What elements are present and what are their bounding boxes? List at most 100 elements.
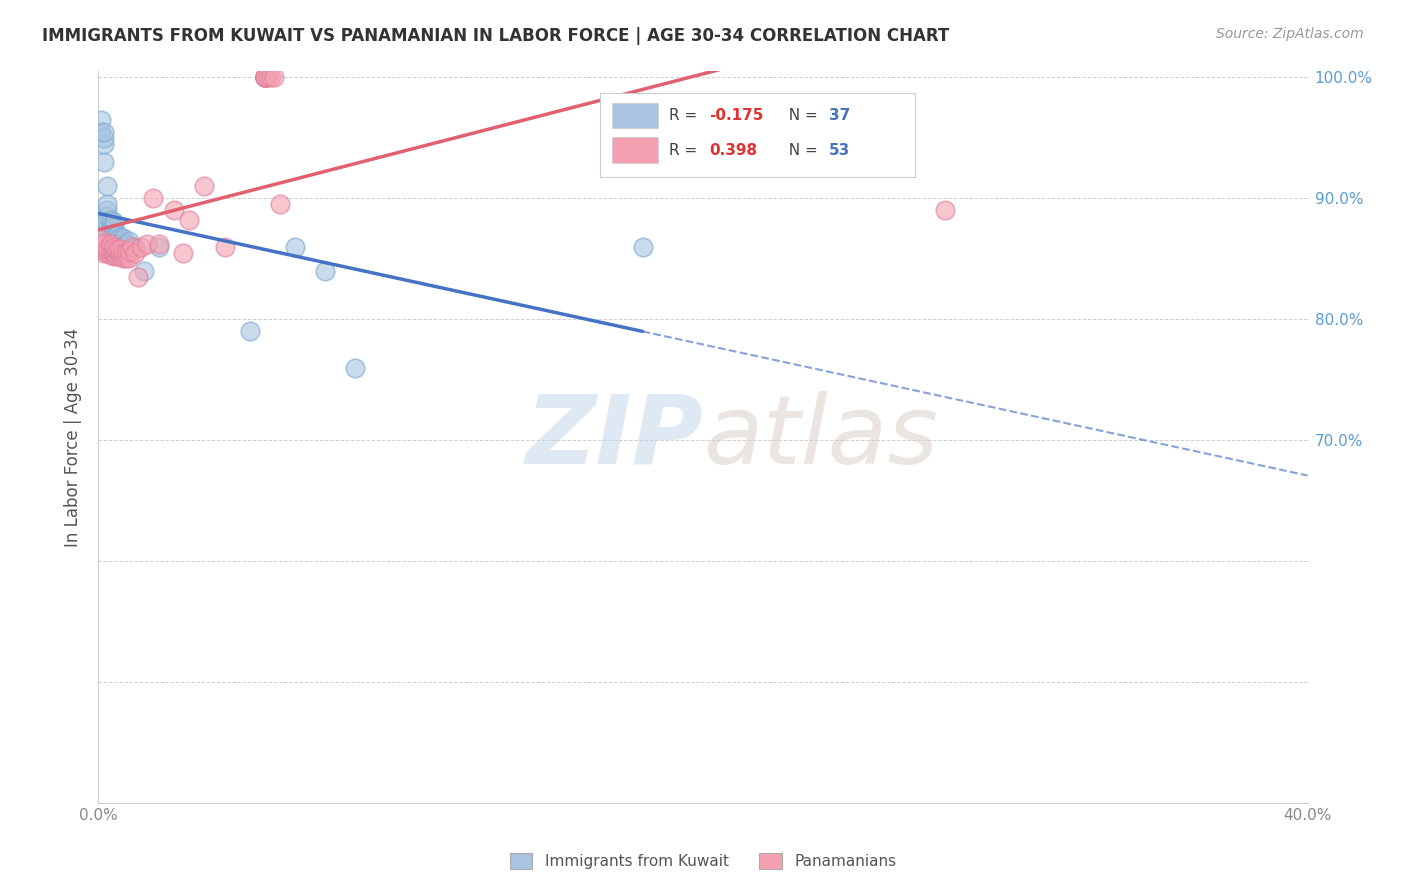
Point [172,245,194,260]
Point [105,244,128,259]
Point [118,234,141,248]
Point [108,245,131,260]
Point [263,70,285,85]
Point [90,125,112,139]
Point [269,197,291,211]
Point [103,230,125,244]
Point [253,70,276,85]
Point [105,227,128,242]
Y-axis label: In Labor Force | Age 30-34: In Labor Force | Age 30-34 [65,327,83,547]
Point [253,70,276,85]
Point [93,131,115,145]
Text: -0.175: -0.175 [709,108,763,123]
Point [100,218,122,232]
Point [121,240,143,254]
Point [93,125,115,139]
Point [193,179,215,194]
Bar [613,103,658,128]
Point [100,248,122,262]
Point [100,242,122,256]
Point [100,221,122,235]
Point [96,221,118,235]
Point [253,70,276,85]
Point [105,249,128,263]
Text: ZIP: ZIP [524,391,703,483]
Legend: Immigrants from Kuwait, Panamanians: Immigrants from Kuwait, Panamanians [503,847,903,875]
Point [214,240,236,254]
Point [253,70,276,85]
Point [142,191,165,205]
Point [129,240,152,254]
Point [124,241,146,255]
Point [103,240,125,254]
Text: R =: R = [669,143,702,158]
Point [253,70,276,85]
Text: 37: 37 [828,108,851,123]
Point [96,215,118,229]
Text: N =: N = [779,143,823,158]
Point [90,112,112,127]
Point [148,237,170,252]
Point [253,70,276,85]
Point [314,264,336,278]
Point [100,227,122,242]
Text: IMMIGRANTS FROM KUWAIT VS PANAMANIAN IN LABOR FORCE | AGE 30-34 CORRELATION CHAR: IMMIGRANTS FROM KUWAIT VS PANAMANIAN IN … [42,27,949,45]
Point [179,213,201,227]
Point [93,136,115,151]
Point [118,238,141,252]
Point [96,242,118,256]
Point [111,245,134,260]
Point [118,251,141,265]
Point [93,245,115,260]
Point [108,249,131,263]
Point [256,70,278,85]
FancyBboxPatch shape [600,94,915,178]
Point [253,70,276,85]
Point [631,240,654,254]
Point [103,242,125,256]
Text: 53: 53 [828,143,851,158]
Text: 0.398: 0.398 [709,143,758,158]
Point [118,244,141,259]
Point [96,197,118,211]
Point [108,235,131,249]
Point [96,210,118,224]
Point [148,240,170,254]
Point [90,242,112,256]
Point [108,230,131,244]
Point [90,232,112,246]
Point [103,220,125,235]
Point [103,249,125,263]
Point [108,242,131,256]
Point [127,269,149,284]
Point [124,245,146,260]
Point [111,235,134,250]
Point [103,225,125,239]
Point [93,237,115,252]
Point [114,251,136,265]
Point [100,213,122,227]
Point [253,70,276,85]
Point [114,237,136,252]
Point [284,240,307,254]
Point [111,231,134,245]
Text: N =: N = [779,108,823,123]
Point [105,242,128,256]
Point [163,203,186,218]
Point [103,215,125,229]
Point [96,179,118,194]
Point [103,245,125,260]
Text: atlas: atlas [703,391,938,483]
Point [93,155,115,169]
Point [93,242,115,256]
Point [132,264,155,278]
Bar [613,137,658,163]
Point [111,251,134,265]
Point [90,237,112,252]
Text: R =: R = [669,108,702,123]
Point [934,203,956,218]
Point [100,237,122,252]
Point [260,70,283,85]
Point [96,203,118,218]
Point [239,324,262,338]
